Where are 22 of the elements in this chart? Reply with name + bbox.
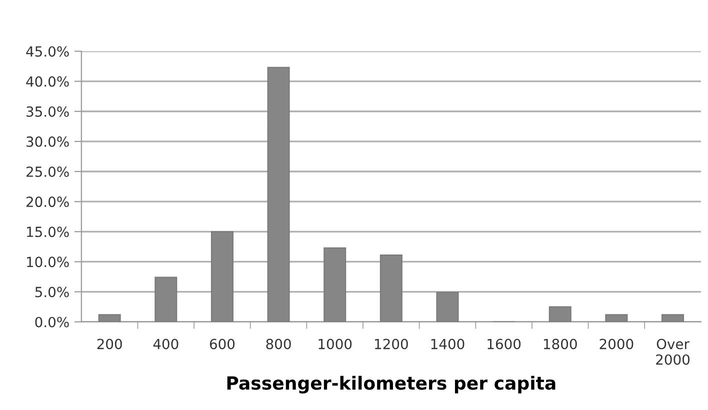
- x-tick-label: 1200: [375, 338, 408, 350]
- y-tick-label: 0.0%: [35, 316, 69, 328]
- x-tick-label: 400: [153, 338, 178, 350]
- y-tick-label: 25.0%: [26, 166, 69, 177]
- x-tick-label: Over 2000: [656, 338, 690, 365]
- x-tick-label: 2000: [600, 338, 634, 350]
- x-tick-label: 800: [266, 338, 291, 350]
- y-tick-label: 35.0%: [26, 106, 69, 117]
- y-tick-label: 45.0%: [26, 46, 69, 57]
- y-tick-label: 30.0%: [26, 136, 69, 147]
- y-tick-label: 40.0%: [26, 76, 69, 87]
- y-tick-label: 20.0%: [26, 196, 69, 208]
- y-tick-label: 10.0%: [27, 256, 69, 268]
- x-axis-title: Passenger-kilometers per capita: [227, 376, 556, 394]
- y-tick-label: 5.0%: [35, 286, 69, 298]
- x-tick-label: 1800: [544, 338, 577, 350]
- x-tick-label: 1600: [488, 338, 521, 350]
- x-tick-label: 1000: [318, 338, 352, 350]
- x-tick-label: 200: [97, 338, 122, 350]
- y-tick-label: 15.0%: [27, 226, 69, 238]
- x-tick-label: 1400: [431, 338, 464, 350]
- x-tick-label: 600: [210, 338, 235, 350]
